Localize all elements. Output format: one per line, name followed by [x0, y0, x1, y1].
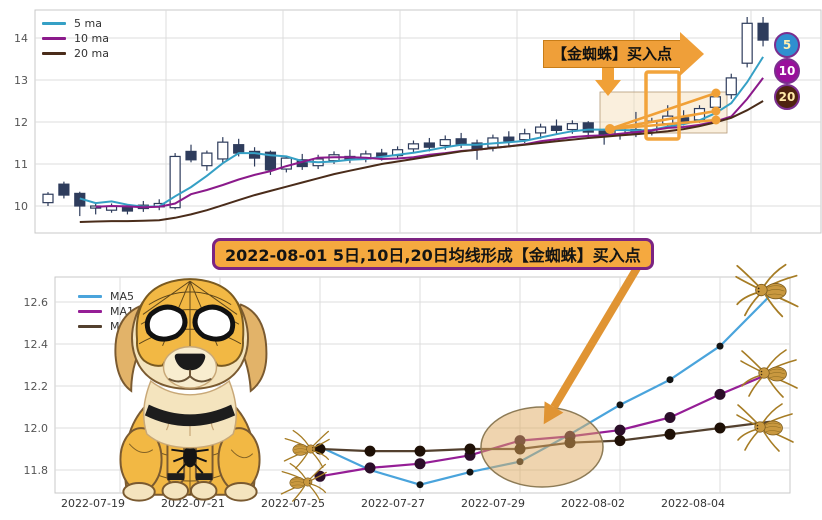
ma-badge-10: 10 [774, 58, 800, 84]
collar [144, 404, 236, 427]
MA5-marker [416, 481, 424, 489]
candle-body [233, 144, 245, 154]
candle-body [550, 125, 563, 131]
buy-point-callout-label: 【金蜘蛛】买入点 [552, 45, 673, 63]
20-ma-line [79, 100, 764, 223]
MA5-marker [666, 376, 674, 384]
candle-body [725, 77, 737, 96]
top-chart-legend: 5 ma 10 ma 20 ma [42, 16, 109, 60]
candle-body [42, 193, 54, 204]
spider-icon [280, 462, 327, 502]
x-tick-label: 2022-08-02 [561, 497, 625, 510]
legend-label: MA5 [110, 289, 135, 303]
x-tick-label: 2022-07-27 [361, 497, 425, 510]
candlestick-plot: 10 11 12 13 14 [14, 9, 822, 234]
golden-cross-highlight-ellipse [480, 406, 604, 488]
candle-body [185, 150, 197, 161]
y-tick-label: 11 [14, 158, 28, 171]
MA10-marker [664, 412, 676, 423]
legend-label: 20 ma [74, 46, 109, 60]
legend-swatch [42, 21, 66, 25]
candle-body [58, 183, 70, 196]
y-tick-label: 14 [14, 32, 28, 45]
legend-label: 10 ma [74, 31, 109, 45]
candle-body [439, 139, 451, 147]
y-tick-label: 10 [14, 200, 28, 213]
x-tick-label: 2022-07-25 [261, 497, 325, 510]
MA20-marker [714, 422, 726, 434]
spider-dog-drawing [114, 278, 268, 502]
MA10-marker [364, 462, 376, 474]
MA20-marker [614, 435, 626, 447]
MA10-marker [614, 424, 626, 436]
MA20-marker [664, 428, 676, 440]
down-arrow-icon [595, 64, 621, 96]
legend-swatch [78, 294, 102, 298]
ma-badge-20: 20 [774, 84, 800, 110]
legend-swatch [78, 324, 102, 328]
MA5-marker [616, 401, 624, 409]
left-eye [144, 304, 188, 342]
candle-body [709, 96, 721, 108]
legend-item: 5 ma [42, 16, 109, 30]
candle-body [566, 123, 578, 131]
spider-icon [736, 403, 794, 452]
y-tick-label: 12 [14, 116, 28, 129]
10-ma-line [95, 77, 764, 209]
candle-body [582, 122, 594, 133]
x-tick-label: 2022-08-04 [661, 497, 725, 510]
legend-swatch [42, 51, 66, 55]
MA20-marker [414, 445, 426, 457]
candlestick-chart: 10 11 12 13 14 [14, 9, 822, 234]
legend-swatch [78, 309, 102, 313]
golden-cross-annotation [595, 64, 721, 141]
MA10-marker [414, 458, 426, 470]
nose [174, 353, 206, 371]
y-tick-label: 13 [14, 74, 28, 87]
legend-item: 20 ma [42, 46, 109, 60]
candle-body [201, 152, 213, 167]
candle-body [423, 142, 435, 148]
golden-cross-highlight-rect [644, 70, 681, 141]
legend-item: 10 ma [42, 31, 109, 45]
spider-icon [283, 429, 330, 469]
MA5-marker [466, 468, 474, 476]
spider-dog-mascot [114, 278, 268, 502]
chart-title-banner: 2022-08-01 5日,10日,20日均线形成【金蜘蛛】买入点 [212, 238, 654, 270]
candle-body [169, 155, 181, 209]
x-tick-label: 2022-07-29 [461, 497, 525, 510]
y-tick-label: 12.2 [24, 380, 49, 393]
x-tick-label: 2022-07-19 [61, 497, 125, 510]
candle-body [757, 22, 769, 41]
candle-body [741, 22, 753, 64]
y-tick-label: 12.6 [24, 296, 49, 309]
ma-badge-5: 5 [774, 32, 800, 58]
MA20-marker [364, 445, 376, 457]
right-eye [192, 304, 236, 342]
candle-body [264, 151, 277, 171]
MA20-marker [464, 443, 476, 455]
buy-point-callout: 【金蜘蛛】买入点 [543, 32, 705, 76]
y-tick-label: 12.0 [24, 422, 49, 435]
candle-body [407, 143, 420, 150]
candle-body [534, 126, 547, 134]
candle-body [519, 133, 531, 141]
y-tick-label: 11.8 [24, 464, 49, 477]
y-tick-label: 12.4 [24, 338, 49, 351]
candle-body [503, 136, 515, 142]
spider-icon [735, 263, 799, 318]
MA5-marker [716, 342, 724, 350]
candle-body [280, 157, 292, 170]
legend-swatch [42, 36, 66, 40]
MA10-marker [714, 388, 726, 400]
candle-body [217, 141, 229, 160]
buy-arrow [543, 265, 641, 425]
legend-item: MA5 [78, 289, 141, 303]
legend-label: 5 ma [74, 16, 102, 30]
candle-body [455, 138, 467, 145]
spider-icon [740, 349, 798, 398]
